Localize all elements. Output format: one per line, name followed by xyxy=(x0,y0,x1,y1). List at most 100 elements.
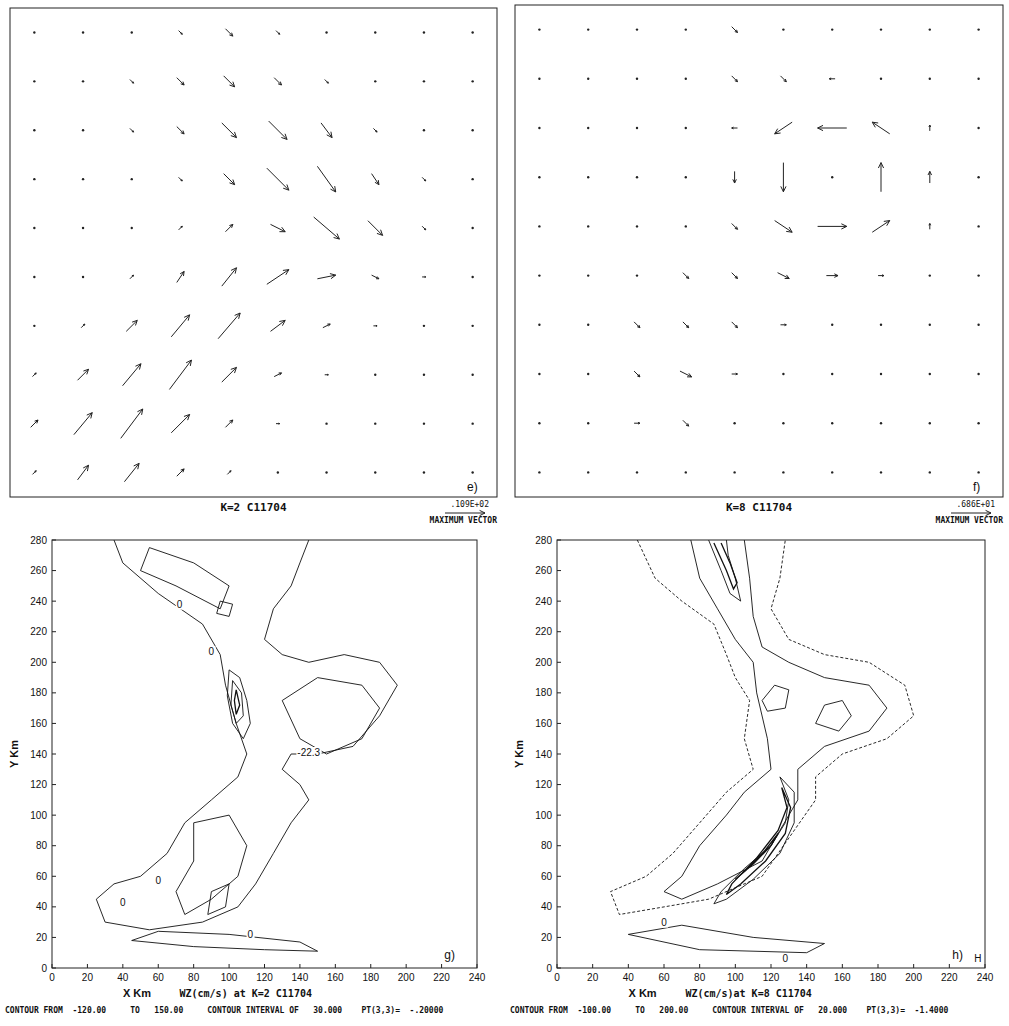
vector xyxy=(732,322,738,328)
contour-line xyxy=(96,540,397,930)
vector xyxy=(374,471,376,473)
y-tick xyxy=(557,540,561,541)
y-tick-label: 40 xyxy=(36,901,48,912)
annotation-patch xyxy=(973,953,982,964)
y-tick-label: 180 xyxy=(30,687,47,698)
vector xyxy=(373,325,377,326)
vector xyxy=(74,413,92,435)
x-tick xyxy=(771,964,772,968)
x-tick xyxy=(229,964,230,968)
x-tick-label: 120 xyxy=(763,972,780,983)
max-vector-arrow xyxy=(445,510,485,515)
y-tick-label: 260 xyxy=(30,565,47,576)
y-tick-label: 20 xyxy=(541,932,553,943)
vector xyxy=(423,471,425,473)
y-tick xyxy=(52,906,56,907)
annotation-patch xyxy=(119,897,127,908)
y-tick-label: 260 xyxy=(535,565,552,576)
contour-group xyxy=(96,540,397,951)
vector xyxy=(634,422,640,424)
vector xyxy=(634,371,640,377)
x-tick xyxy=(87,964,88,968)
vector xyxy=(224,76,235,87)
vector xyxy=(276,31,280,35)
vector xyxy=(880,78,882,80)
y-tick xyxy=(557,968,561,969)
vector xyxy=(831,422,833,424)
vector xyxy=(179,226,183,230)
y-tick xyxy=(557,876,561,877)
vector xyxy=(82,276,84,278)
vector xyxy=(538,78,540,80)
y-tick-label: 180 xyxy=(535,687,552,698)
annotations: 00H xyxy=(660,917,982,965)
vector xyxy=(218,313,240,339)
annotation-patch xyxy=(781,953,789,964)
vector xyxy=(683,322,689,328)
x-tick-label: 140 xyxy=(292,972,309,983)
vector xyxy=(782,422,784,424)
vector xyxy=(82,227,84,229)
x-tick-label: 180 xyxy=(870,972,887,983)
vector xyxy=(685,127,687,129)
y-tick xyxy=(557,937,561,938)
x-tick-label: 100 xyxy=(727,972,744,983)
vector xyxy=(733,471,735,473)
x-tick-label: 180 xyxy=(362,972,379,983)
vector xyxy=(878,163,883,192)
x-tick xyxy=(441,964,442,968)
y-tick xyxy=(557,662,561,663)
y-tick-label: 240 xyxy=(30,596,47,607)
x-tick-label: 60 xyxy=(153,972,165,983)
vector xyxy=(171,315,189,337)
vector xyxy=(587,324,589,326)
vector xyxy=(929,274,931,276)
x-tick-label: 240 xyxy=(469,972,486,983)
vector xyxy=(826,274,838,278)
vector xyxy=(372,174,379,185)
vector xyxy=(977,422,979,424)
vector xyxy=(82,178,84,180)
vector xyxy=(422,226,426,230)
vector xyxy=(636,471,638,473)
vector-field xyxy=(538,27,980,474)
vector xyxy=(126,320,137,331)
vector xyxy=(929,422,931,424)
x-tick-label: 140 xyxy=(798,972,815,983)
contour-line xyxy=(735,834,778,880)
y-tick-label: 160 xyxy=(535,718,552,729)
x-tick xyxy=(628,964,629,968)
vector xyxy=(782,28,784,30)
y-tick-label: 0 xyxy=(41,963,47,974)
vector xyxy=(471,80,473,82)
vector xyxy=(685,176,687,178)
y-tick xyxy=(52,631,56,632)
y-tick xyxy=(52,723,56,724)
vector xyxy=(321,123,332,138)
contour-group xyxy=(611,540,914,953)
x-tick xyxy=(335,964,336,968)
x-tick xyxy=(949,964,950,968)
vector xyxy=(977,274,979,276)
x-tick xyxy=(557,964,558,968)
vector xyxy=(538,127,540,129)
vector xyxy=(929,373,931,375)
x-tick-label: 0 xyxy=(49,972,55,983)
x-axis-title: X Km xyxy=(123,987,151,999)
vector xyxy=(872,221,889,233)
contour-line xyxy=(217,601,233,616)
y-tick-label: 80 xyxy=(541,840,553,851)
y-tick xyxy=(52,662,56,663)
y-tick xyxy=(557,570,561,571)
y-tick-label: 20 xyxy=(36,932,48,943)
vector xyxy=(81,324,85,328)
chart-title: WZ(cm/s)at K=8 C11704 xyxy=(685,988,811,999)
vector xyxy=(538,422,540,424)
plot-frame xyxy=(557,540,985,968)
vector xyxy=(271,320,286,331)
max-vector-label: .109E+02 xyxy=(450,500,489,509)
y-tick-label: 100 xyxy=(30,810,47,821)
y-tick-label: 140 xyxy=(535,749,552,760)
contour-annotation: -22.3 xyxy=(297,747,320,758)
vector xyxy=(733,422,735,424)
